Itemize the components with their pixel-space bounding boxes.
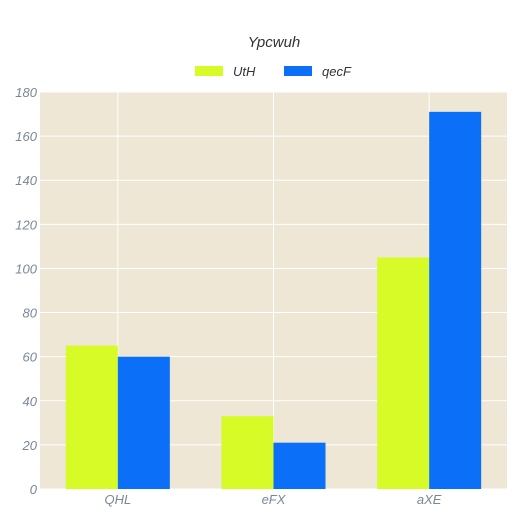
bars <box>65 111 482 489</box>
y-tick-label: 180 <box>15 85 37 100</box>
y-tick-label: 160 <box>15 129 37 144</box>
bar-UtH-aXE <box>377 257 430 489</box>
y-tick-label: 80 <box>23 306 38 321</box>
legend: UtH qecF <box>195 64 352 79</box>
bar-qecF-QHL <box>117 356 170 489</box>
y-tick-label: 40 <box>23 394 38 409</box>
y-tick-label: 60 <box>23 350 38 365</box>
x-axis-ticks: QHL eFX aXE <box>104 492 441 507</box>
legend-label-series-2: qecF <box>322 64 352 79</box>
x-tick-label: eFX <box>262 492 287 507</box>
y-tick-label: 120 <box>15 217 37 232</box>
legend-swatch-series-1 <box>195 66 223 76</box>
bar-qecF-aXE <box>429 111 482 489</box>
y-axis-ticks: 0 20 40 60 80 100 120 140 160 180 <box>15 85 37 497</box>
x-tick-label: QHL <box>104 492 131 507</box>
y-tick-label: 100 <box>15 261 37 276</box>
legend-swatch-series-2 <box>284 66 312 76</box>
y-tick-label: 140 <box>15 173 37 188</box>
y-tick-label: 20 <box>22 438 38 453</box>
bar-UtH-QHL <box>65 345 118 489</box>
bar-UtH-eFX <box>221 416 274 489</box>
chart-title: Ypcwuh <box>248 34 301 51</box>
x-tick-label: aXE <box>417 492 442 507</box>
legend-label-series-1: UtH <box>233 64 256 79</box>
bar-qecF-eFX <box>273 442 326 489</box>
y-tick-label: 0 <box>30 482 38 497</box>
